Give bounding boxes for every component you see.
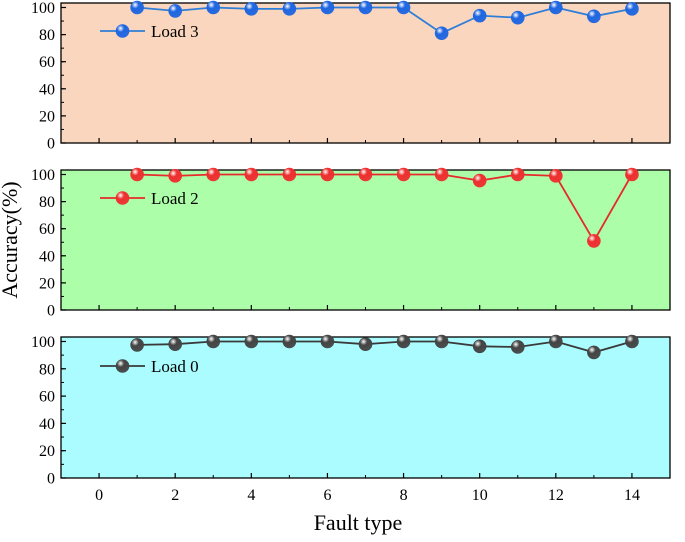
- y-tick-label: 100: [31, 0, 55, 17]
- data-point: [396, 167, 411, 182]
- data-point: [396, 334, 411, 349]
- data-point: [358, 0, 373, 15]
- chart-panel: 0 20 40 60 80 100 Load 3: [31, 0, 671, 153]
- y-tick-label: 20: [39, 275, 55, 292]
- data-point: [434, 167, 449, 182]
- data-point: [168, 337, 182, 352]
- legend-label: Load 0: [151, 357, 199, 376]
- y-tick-label: 20: [39, 108, 55, 125]
- data-point: [244, 167, 259, 182]
- data-point: [510, 340, 525, 354]
- data-point: [206, 0, 221, 15]
- y-tick-label: 60: [39, 221, 55, 238]
- data-point: [244, 334, 259, 349]
- plot-background: [60, 336, 671, 479]
- data-point: [282, 2, 297, 16]
- y-tick-label: 20: [39, 443, 55, 460]
- x-axis-title: Fault type: [314, 510, 403, 535]
- data-point: [587, 9, 601, 24]
- data-point: [168, 4, 182, 18]
- plot-background: [60, 169, 671, 311]
- data-point: [587, 345, 601, 360]
- data-point: [472, 8, 487, 23]
- data-point: [549, 0, 563, 15]
- legend-label: Load 3: [151, 22, 199, 41]
- data-point: [168, 169, 182, 183]
- legend-label: Load 2: [151, 189, 199, 208]
- data-point: [282, 334, 297, 349]
- data-point: [472, 339, 487, 354]
- y-tick-label: 100: [31, 167, 55, 184]
- y-tick-label: 40: [39, 416, 55, 433]
- x-tick-label: 10: [472, 487, 488, 504]
- data-point: [434, 334, 449, 349]
- data-point: [472, 173, 487, 188]
- y-tick-label: 60: [39, 389, 55, 406]
- y-tick-label: 0: [47, 471, 55, 488]
- chart-panel: 0 20 40 60 80 100 Load 2: [31, 167, 671, 320]
- x-tick-label: 0: [95, 487, 103, 504]
- y-tick-label: 80: [39, 194, 55, 211]
- data-point: [510, 167, 525, 182]
- data-point: [320, 0, 335, 15]
- data-point: [549, 169, 563, 183]
- data-point: [282, 167, 297, 182]
- y-tick-label: 0: [47, 136, 55, 153]
- data-point: [130, 167, 144, 182]
- data-point: [244, 2, 259, 16]
- data-point: [320, 167, 335, 182]
- y-tick-label: 80: [39, 361, 55, 378]
- y-tick-label: 60: [39, 54, 55, 71]
- data-point: [206, 167, 221, 182]
- x-tick-label: 4: [247, 487, 255, 504]
- data-point: [130, 338, 144, 352]
- x-tick-label: 8: [400, 487, 408, 504]
- y-tick-label: 100: [31, 334, 55, 351]
- data-point: [358, 167, 373, 182]
- y-tick-label: 40: [39, 248, 55, 265]
- data-point: [625, 334, 639, 349]
- data-point: [358, 337, 373, 352]
- legend-marker: [115, 359, 130, 373]
- y-tick-label: 40: [39, 81, 55, 98]
- x-tick-label: 12: [548, 487, 564, 504]
- legend-marker: [115, 24, 130, 38]
- data-point: [510, 10, 525, 25]
- plot-background: [60, 2, 671, 144]
- data-point: [130, 0, 144, 15]
- data-point: [396, 0, 411, 15]
- y-axis-title: Accuracy(%): [0, 181, 22, 298]
- y-tick-label: 80: [39, 27, 55, 44]
- data-point: [625, 2, 639, 16]
- x-tick-label: 6: [323, 487, 331, 504]
- data-point: [320, 334, 335, 349]
- data-point: [587, 234, 601, 248]
- data-point: [434, 26, 449, 41]
- data-point: [549, 334, 563, 349]
- data-point: [206, 334, 221, 349]
- chart-panel: 0 20 40 60 80 100 0 2 4 6 8 10 12 14 Load 0: [31, 334, 671, 504]
- x-tick-label: 2: [171, 487, 179, 504]
- data-point: [625, 167, 639, 182]
- y-tick-label: 0: [47, 303, 55, 320]
- x-tick-label: 14: [624, 487, 640, 504]
- legend-marker: [115, 191, 130, 205]
